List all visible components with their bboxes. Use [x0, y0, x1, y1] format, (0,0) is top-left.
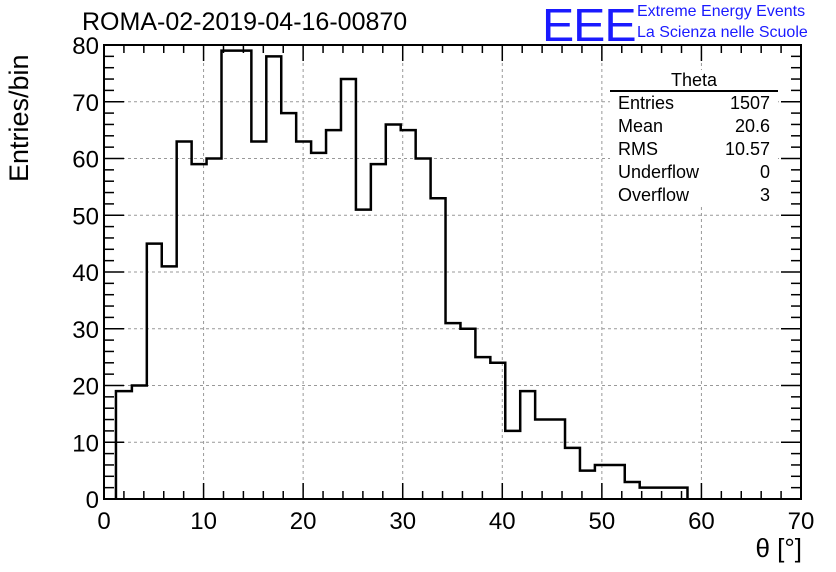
x-tick-label: 20: [290, 508, 317, 535]
histogram-bin: [192, 164, 207, 499]
histogram-bin: [132, 386, 147, 500]
stats-row-rms: RMS 10.57: [610, 138, 778, 161]
histogram-bin: [416, 159, 431, 500]
stats-label: Overflow: [618, 185, 690, 205]
histogram-bin: [550, 420, 565, 499]
stats-value: 1507: [729, 93, 770, 113]
y-tick-label: 40: [72, 260, 99, 287]
histogram-bin: [207, 159, 222, 500]
histogram-bin: [251, 141, 266, 499]
stats-row-underflow: Underflow 0: [610, 161, 778, 184]
plot-frame: [103, 44, 802, 500]
x-tick-label: 0: [97, 508, 110, 535]
stats-label: RMS: [618, 139, 658, 159]
histogram-bin: [401, 130, 416, 499]
y-axis-label: Entries/bin: [4, 54, 34, 182]
chart-title: ROMA-02-2019-04-16-00870: [82, 8, 408, 36]
stats-row-entries: Entries 1507: [610, 92, 778, 115]
histogram-bin: [505, 431, 520, 499]
histogram-bin: [177, 141, 192, 499]
histogram-bin: [221, 51, 236, 499]
logo-line-1: Extreme Energy Events: [637, 3, 806, 20]
histogram-bin: [326, 130, 341, 499]
y-tick-label: 0: [86, 487, 99, 514]
histogram-bin: [640, 488, 656, 499]
histogram-bin: [162, 266, 177, 499]
histogram-bin: [460, 329, 475, 499]
histogram-bin: [296, 141, 311, 499]
histogram-bin: [656, 488, 672, 499]
stats-row-mean: Mean 20.6: [610, 115, 778, 138]
y-tick-label: 60: [72, 147, 99, 174]
stats-value: 10.57: [724, 139, 770, 159]
stats-label: Entries: [618, 93, 675, 113]
histogram-bin: [672, 488, 688, 499]
stats-title: Theta: [610, 70, 778, 92]
x-tick-label: 60: [688, 508, 715, 535]
histogram-bin: [266, 56, 281, 499]
stats-row-overflow: Overflow 3: [610, 184, 778, 207]
y-tick-label: 10: [72, 430, 99, 457]
x-tick-label: 40: [489, 508, 516, 535]
histogram-bin: [386, 124, 401, 499]
histogram-bin: [446, 323, 461, 499]
histogram-bin: [520, 391, 535, 499]
y-tick-label: 30: [72, 317, 99, 344]
histogram-bin: [356, 210, 371, 499]
stats-label: Underflow: [618, 162, 700, 182]
histogram-bin: [431, 198, 446, 499]
histogram-bin: [147, 244, 162, 499]
histogram-bin: [580, 471, 595, 499]
histogram-bin: [236, 51, 251, 499]
histogram-bin: [565, 448, 580, 499]
logo-line-2: La Scienza nelle Scuole: [637, 24, 808, 41]
histogram-bin: [610, 465, 625, 499]
x-tick-label: 30: [389, 508, 416, 535]
histogram-bin: [625, 482, 640, 499]
x-axis-label: θ [°]: [755, 533, 802, 563]
stats-label: Mean: [618, 116, 664, 136]
stats-value: 0: [759, 162, 770, 182]
histogram-bin: [475, 357, 490, 499]
histogram-bin: [371, 164, 386, 499]
histogram-bin: [116, 391, 132, 499]
histogram-bin: [311, 153, 326, 499]
histogram-bin: [595, 465, 610, 499]
stats-value: 3: [759, 185, 770, 205]
x-tick-label: 50: [589, 508, 616, 535]
x-tick-label: 10: [190, 508, 217, 535]
y-tick-label: 80: [72, 33, 99, 60]
y-tick-label: 50: [72, 203, 99, 230]
x-tick-label: 70: [788, 508, 815, 535]
histogram-bin: [535, 420, 550, 499]
stats-value: 20.6: [734, 116, 770, 136]
histogram-outline: [114, 49, 689, 499]
stats-box: Theta Entries 1507 Mean 20.6 RMS 10.57 U…: [610, 70, 778, 207]
histogram-bin: [490, 363, 505, 499]
histogram-bin: [281, 113, 296, 499]
histogram-bin: [341, 79, 356, 499]
eee-logo: EEE: [542, 0, 637, 51]
y-tick-label: 70: [72, 90, 99, 117]
y-tick-label: 20: [72, 374, 99, 401]
